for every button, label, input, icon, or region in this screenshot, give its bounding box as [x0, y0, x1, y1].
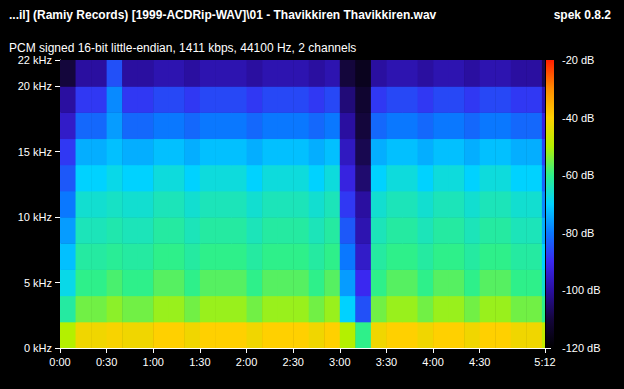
svg-text:0 kHz: 0 kHz	[24, 342, 52, 354]
svg-text:PCM signed 16-bit little-endia: PCM signed 16-bit little-endian, 1411 kb…	[9, 41, 356, 55]
svg-text:10 kHz: 10 kHz	[18, 211, 52, 223]
svg-text:-100 dB: -100 dB	[562, 284, 601, 296]
svg-text:-80 dB: -80 dB	[562, 227, 594, 239]
svg-text:-120 dB: -120 dB	[562, 342, 601, 354]
svg-text:3:00: 3:00	[329, 356, 350, 368]
svg-text:1:00: 1:00	[143, 356, 164, 368]
svg-text:0:00: 0:00	[49, 356, 70, 368]
svg-text:5 kHz: 5 kHz	[24, 277, 52, 289]
svg-text:...il] (Ramiy Records) [1999-A: ...il] (Ramiy Records) [1999-ACDRip-WAV]…	[9, 8, 437, 22]
svg-text:5:12: 5:12	[534, 356, 555, 368]
svg-text:2:30: 2:30	[282, 356, 303, 368]
svg-text:2:00: 2:00	[236, 356, 257, 368]
svg-text:3:30: 3:30	[376, 356, 397, 368]
svg-text:15 kHz: 15 kHz	[18, 146, 52, 158]
svg-text:0:30: 0:30	[96, 356, 117, 368]
svg-text:-40 dB: -40 dB	[562, 112, 594, 124]
svg-text:-20 dB: -20 dB	[562, 54, 594, 66]
svg-text:4:30: 4:30	[469, 356, 490, 368]
svg-text:20 kHz: 20 kHz	[18, 80, 52, 92]
svg-text:4:00: 4:00	[422, 356, 443, 368]
svg-text:spek 0.8.2: spek 0.8.2	[554, 8, 612, 22]
svg-text:1:30: 1:30	[189, 356, 210, 368]
svg-text:-60 dB: -60 dB	[562, 169, 594, 181]
svg-text:22 kHz: 22 kHz	[18, 54, 52, 66]
